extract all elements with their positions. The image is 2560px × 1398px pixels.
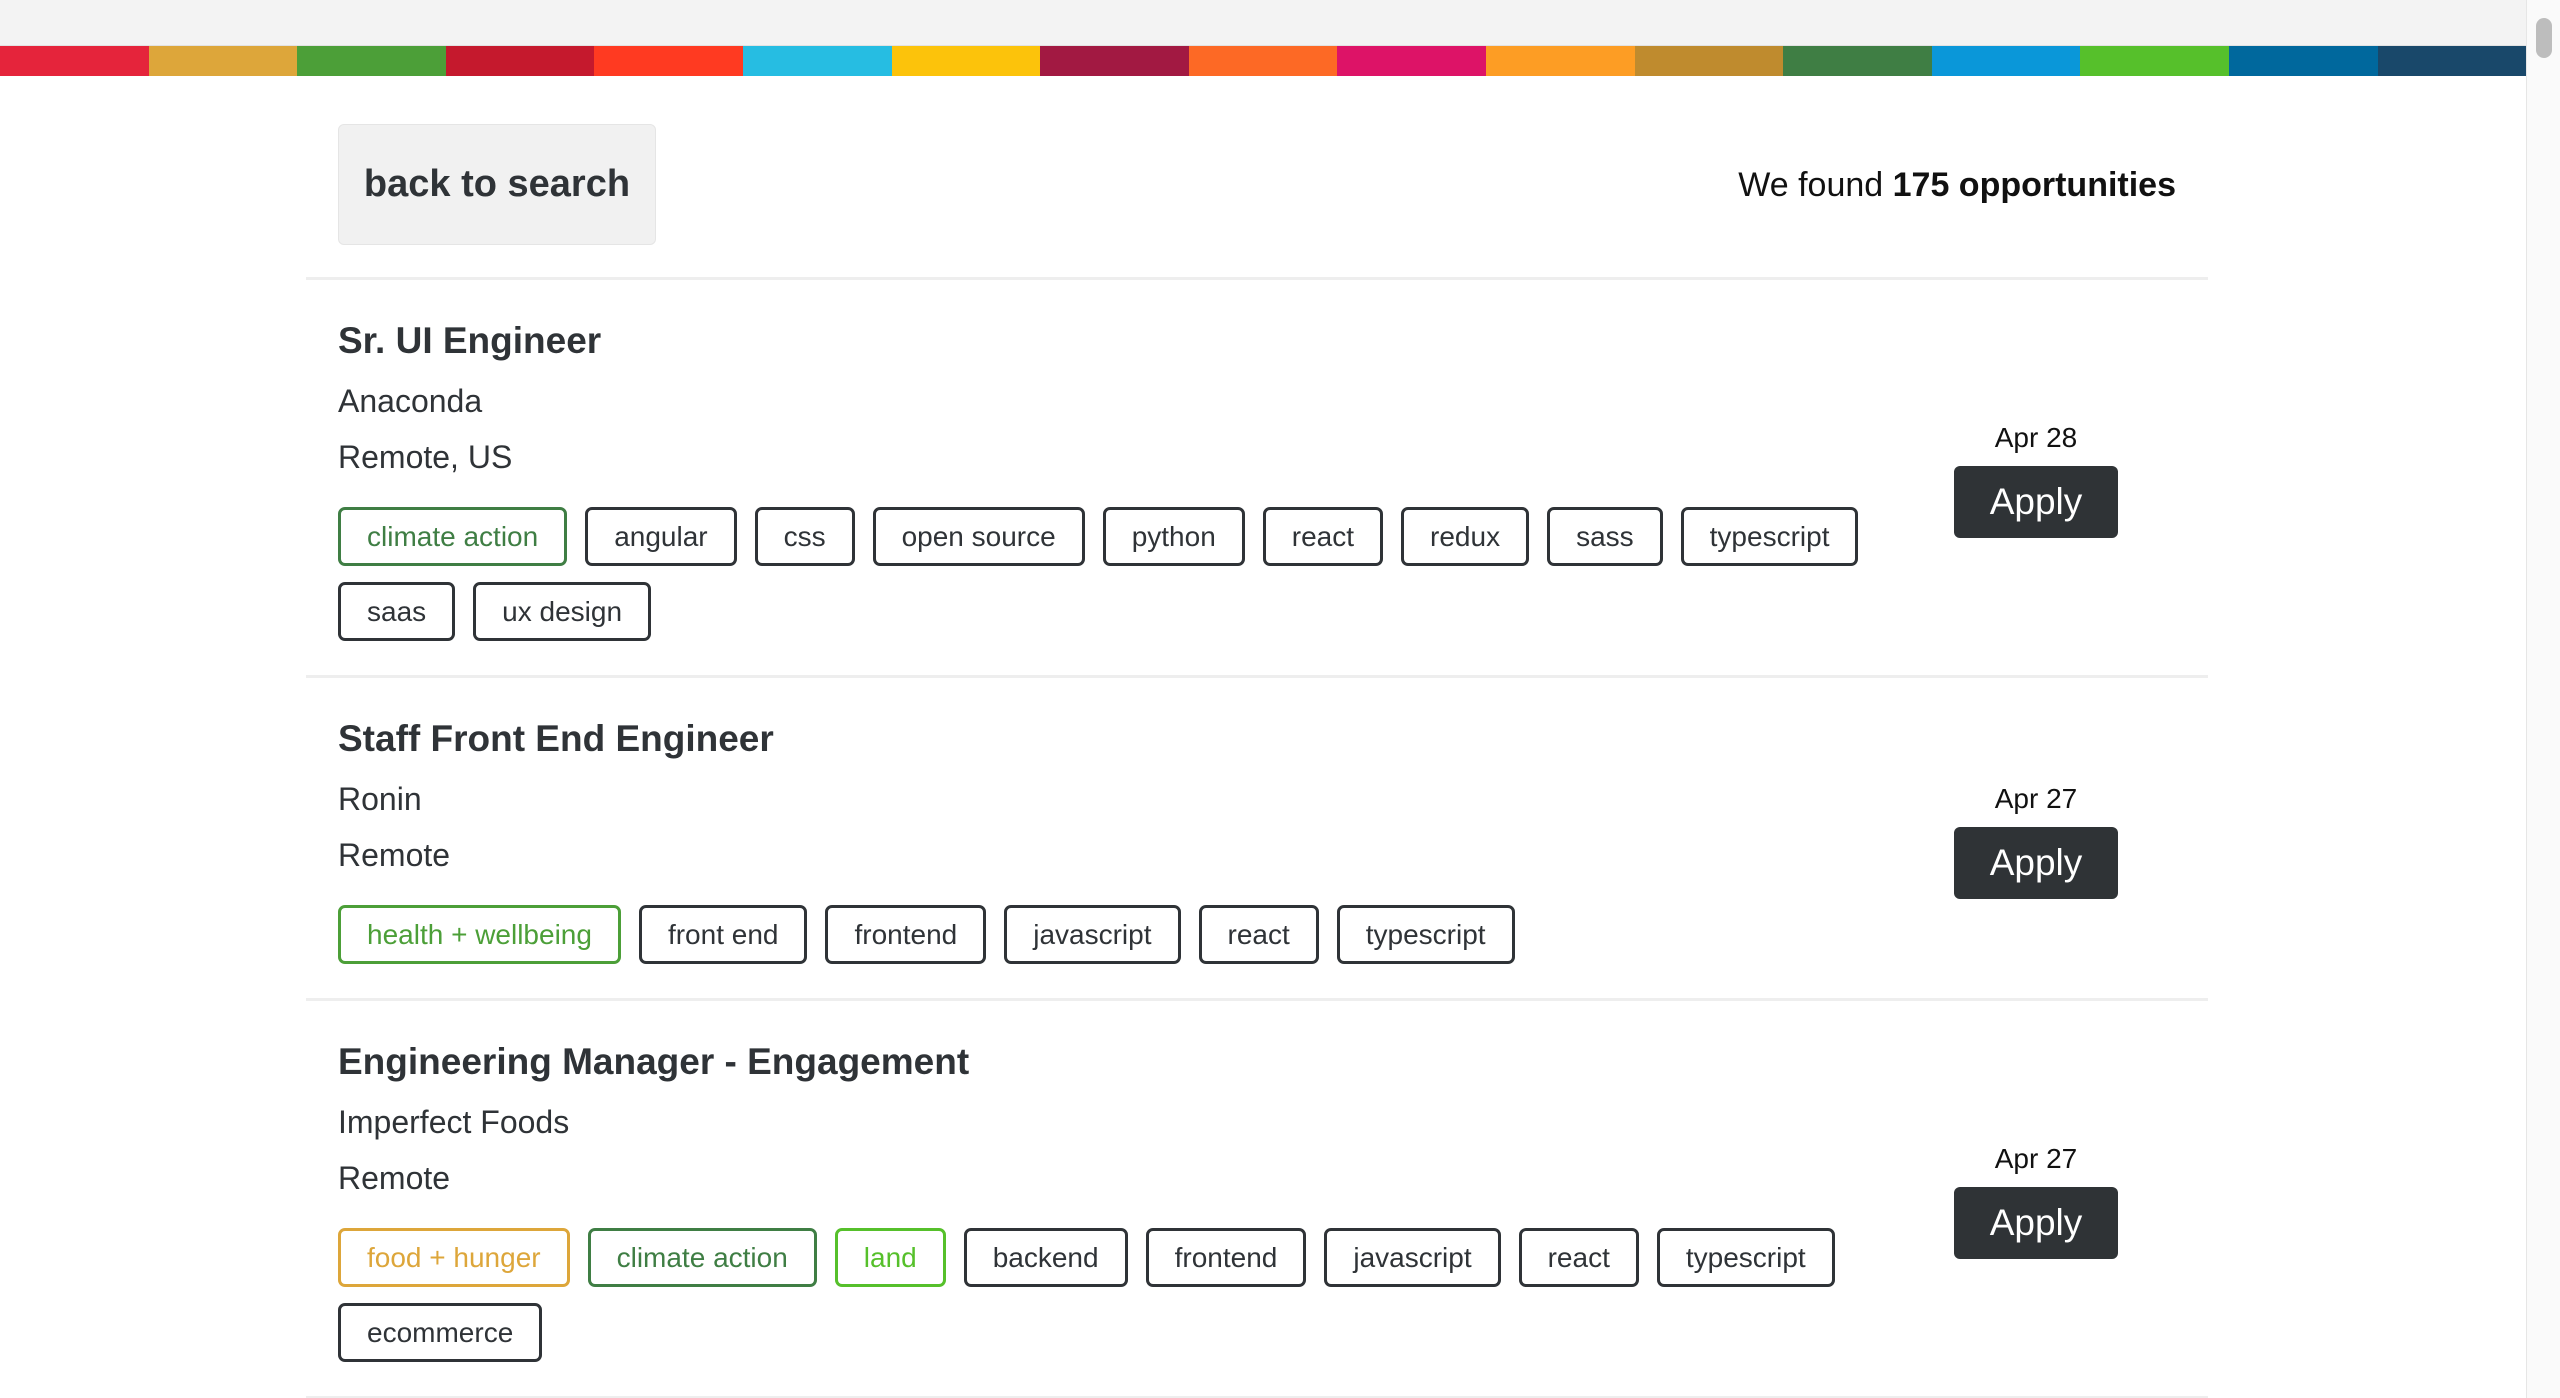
sdg-color-strip: [0, 46, 2527, 76]
job-tag[interactable]: ux design: [473, 582, 652, 641]
job-title[interactable]: Engineering Manager - Engagement: [338, 1041, 970, 1082]
job-company: Imperfect Foods: [338, 1104, 570, 1140]
job-tags: health + wellbeing front end frontend javas…: [338, 905, 1898, 964]
job-tag[interactable]: angular: [585, 507, 737, 566]
job-side: Apr 27 Apply: [1954, 785, 2118, 899]
color-strip-segment: [1040, 46, 1189, 76]
job-tag[interactable]: redux: [1401, 507, 1530, 566]
job-date: Apr 27: [1994, 783, 2078, 814]
job-tags: climate action angular css open source pytho…: [338, 507, 1898, 641]
job-tag[interactable]: saas: [338, 582, 456, 641]
scrollbar[interactable]: [2526, 0, 2560, 1398]
color-strip-segment: [1783, 46, 1932, 76]
back-to-search-button[interactable]: back to search: [338, 124, 656, 245]
results-count: We found 175 opportunities: [1738, 166, 2176, 205]
color-strip-segment: [2080, 46, 2229, 76]
color-strip-segment: [594, 46, 743, 76]
job-tags: food + hunger climate action land backend fr…: [338, 1228, 1898, 1362]
job-date: Apr 28: [1994, 422, 2078, 453]
job-tag[interactable]: javascript: [1004, 905, 1181, 964]
job-side: Apr 27 Apply: [1954, 1145, 2118, 1259]
job-title[interactable]: Staff Front End Engineer: [338, 718, 774, 759]
color-strip-segment: [1188, 46, 1338, 76]
job-tag[interactable]: frontend: [825, 905, 987, 964]
job-listing: Staff Front End Engineer Ronin Remote he…: [306, 678, 2208, 1001]
browser-top-bar: [0, 0, 2560, 46]
results-container: back to search We found 175 opportunitie…: [306, 76, 2208, 1398]
scrollbar-thumb[interactable]: [2536, 18, 2552, 58]
job-tag[interactable]: food + hunger: [338, 1228, 570, 1287]
job-tag[interactable]: ecommerce: [338, 1303, 543, 1362]
job-location: Remote: [338, 837, 451, 873]
color-strip-segment: [891, 46, 1041, 76]
results-header: back to search We found 175 opportunitie…: [306, 76, 2208, 280]
color-strip-segment: [742, 46, 892, 76]
job-tag[interactable]: react: [1198, 905, 1319, 964]
apply-button[interactable]: Apply: [1954, 1187, 2118, 1259]
job-tag[interactable]: css: [754, 507, 855, 566]
job-tag[interactable]: typescript: [1336, 905, 1515, 964]
job-tag[interactable]: react: [1518, 1228, 1639, 1287]
job-tag[interactable]: typescript: [1680, 507, 1859, 566]
color-strip-segment: [2377, 46, 2527, 76]
job-tag[interactable]: open source: [872, 507, 1085, 566]
job-tag[interactable]: climate action: [587, 1228, 817, 1287]
job-tag[interactable]: front end: [638, 905, 808, 964]
job-tag[interactable]: javascript: [1324, 1228, 1501, 1287]
color-strip-segment: [1931, 46, 2081, 76]
job-tag[interactable]: react: [1262, 507, 1384, 566]
job-tag[interactable]: sass: [1547, 507, 1663, 566]
job-company: Ronin: [338, 781, 422, 817]
color-strip-segment: [1337, 46, 1486, 76]
color-strip-segment: [2228, 46, 2378, 76]
results-count-value: 175 opportunities: [1892, 166, 2176, 204]
color-strip-segment: [0, 46, 149, 76]
color-strip-segment: [1485, 46, 1635, 76]
results-count-prefix: We found: [1738, 166, 1884, 204]
color-strip-segment: [148, 46, 298, 76]
job-tag[interactable]: climate action: [338, 507, 568, 566]
job-location: Remote: [338, 1160, 451, 1196]
job-listing: Engineering Manager - Engagement Imperfe…: [306, 1001, 2208, 1398]
job-title[interactable]: Sr. UI Engineer: [338, 320, 602, 361]
job-tag[interactable]: frontend: [1145, 1228, 1307, 1287]
color-strip-segment: [297, 46, 446, 76]
job-company: Anaconda: [338, 383, 483, 419]
job-date: Apr 27: [1994, 1143, 2078, 1174]
job-listing: Sr. UI Engineer Anaconda Remote, US clim…: [306, 280, 2208, 678]
job-tag[interactable]: typescript: [1656, 1228, 1835, 1287]
job-tag[interactable]: land: [834, 1228, 946, 1287]
apply-button[interactable]: Apply: [1954, 466, 2118, 538]
job-side: Apr 28 Apply: [1954, 424, 2118, 538]
job-tag[interactable]: python: [1102, 507, 1245, 566]
color-strip-segment: [445, 46, 595, 76]
job-tag[interactable]: health + wellbeing: [338, 905, 621, 964]
job-tag[interactable]: backend: [963, 1228, 1128, 1287]
apply-button[interactable]: Apply: [1954, 827, 2118, 899]
job-location: Remote, US: [338, 439, 513, 475]
color-strip-segment: [1634, 46, 1784, 76]
